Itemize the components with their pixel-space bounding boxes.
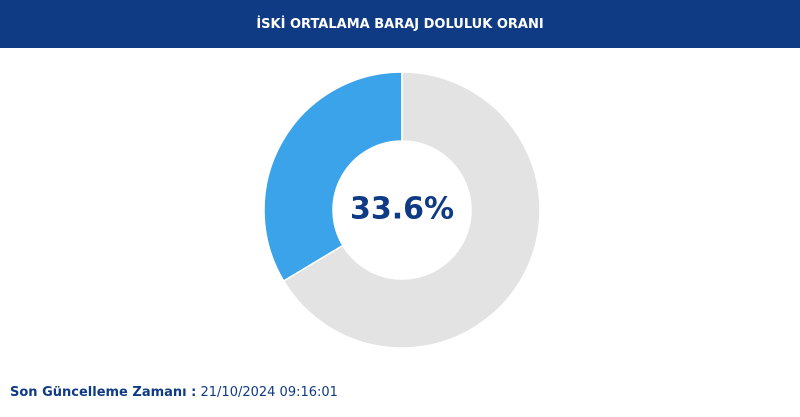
footer: Son Güncelleme Zamanı : 21/10/2024 09:16…: [10, 385, 338, 400]
footer-value: 21/10/2024 09:16:01: [200, 385, 338, 400]
chart: 33.6%: [263, 71, 541, 349]
donut-segment: [263, 71, 403, 283]
donut-segment: [282, 71, 541, 349]
header-title: İSKİ ORTALAMA BARAJ DOLULUK ORANI: [256, 16, 544, 32]
footer-label: Son Güncelleme Zamanı :: [10, 385, 197, 400]
center-label: 33.6%: [350, 192, 454, 227]
header: İSKİ ORTALAMA BARAJ DOLULUK ORANI: [0, 0, 800, 48]
